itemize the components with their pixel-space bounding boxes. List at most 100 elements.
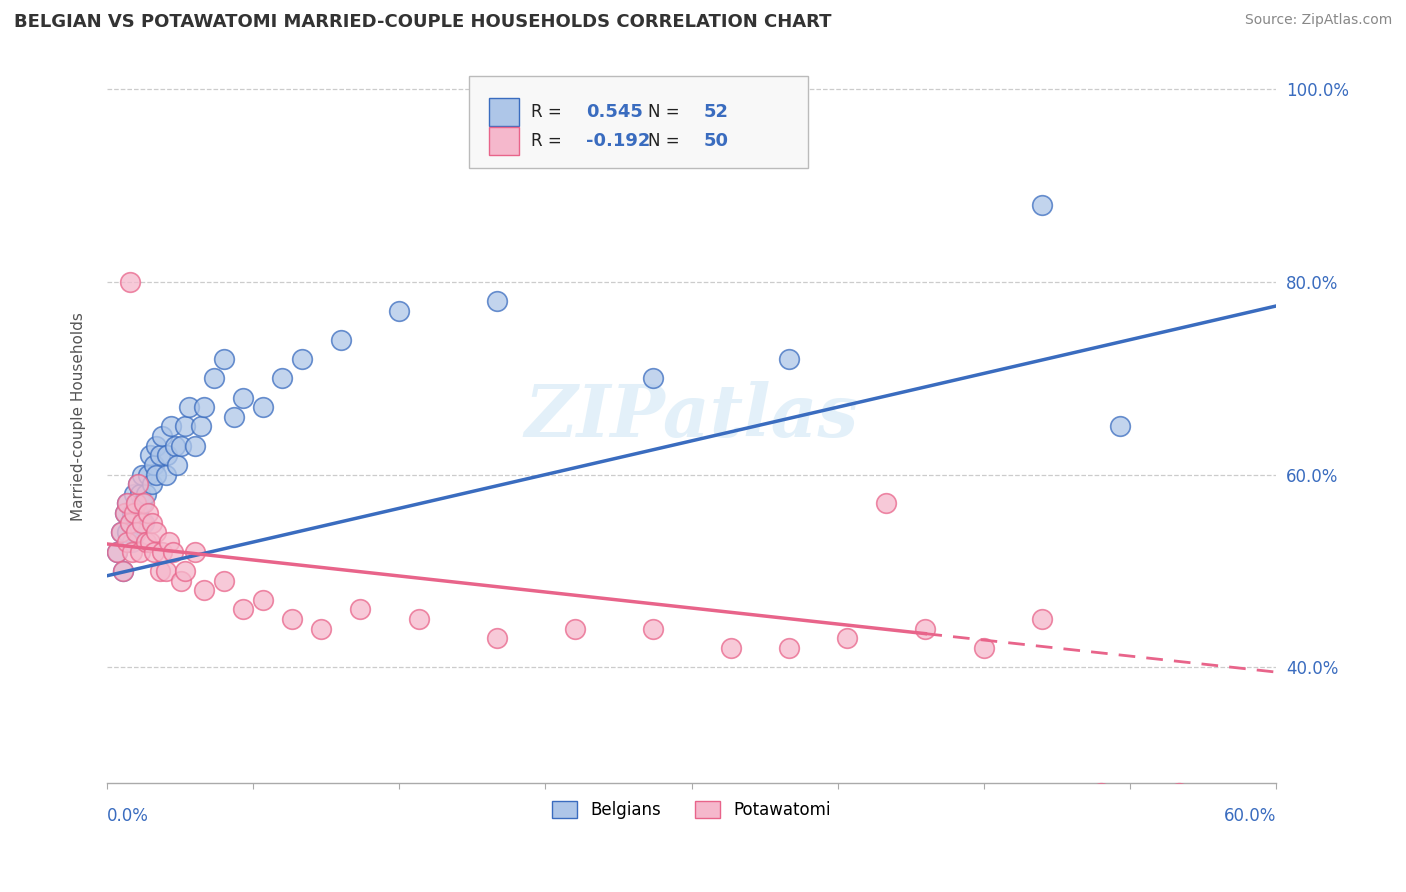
Point xyxy=(485,294,508,309)
Point xyxy=(232,602,254,616)
Text: R =: R = xyxy=(531,132,568,150)
Point xyxy=(114,506,136,520)
Point xyxy=(105,544,128,558)
Text: R =: R = xyxy=(531,103,568,121)
Point xyxy=(190,419,212,434)
Point xyxy=(136,506,159,520)
Point xyxy=(174,564,197,578)
Point xyxy=(222,409,245,424)
Point xyxy=(111,564,134,578)
Point xyxy=(131,516,153,530)
Point xyxy=(177,400,200,414)
Point xyxy=(174,419,197,434)
Point xyxy=(156,448,179,462)
Text: 52: 52 xyxy=(703,103,728,121)
Point xyxy=(564,622,586,636)
Point xyxy=(120,516,142,530)
Point xyxy=(1167,785,1189,799)
Text: Source: ZipAtlas.com: Source: ZipAtlas.com xyxy=(1244,13,1392,28)
Point xyxy=(311,622,333,636)
Point xyxy=(232,391,254,405)
Point xyxy=(125,525,148,540)
Point xyxy=(114,506,136,520)
Point xyxy=(1090,785,1112,799)
Text: 50: 50 xyxy=(703,132,728,150)
Point xyxy=(145,439,167,453)
Point xyxy=(778,640,800,655)
Point xyxy=(162,544,184,558)
Point xyxy=(120,275,142,289)
Point xyxy=(135,535,157,549)
Point xyxy=(115,535,138,549)
Point xyxy=(150,429,173,443)
Point xyxy=(135,487,157,501)
Point xyxy=(110,525,132,540)
Text: BELGIAN VS POTAWATOMI MARRIED-COUPLE HOUSEHOLDS CORRELATION CHART: BELGIAN VS POTAWATOMI MARRIED-COUPLE HOU… xyxy=(14,13,831,31)
Point xyxy=(105,544,128,558)
Text: ZIPatlas: ZIPatlas xyxy=(524,381,859,452)
Point xyxy=(127,477,149,491)
Point xyxy=(110,525,132,540)
Point xyxy=(193,400,215,414)
FancyBboxPatch shape xyxy=(470,77,808,168)
Point xyxy=(388,303,411,318)
Point xyxy=(129,544,152,558)
Point xyxy=(127,506,149,520)
Point xyxy=(125,496,148,510)
Point xyxy=(142,544,165,558)
Point xyxy=(160,419,183,434)
Point xyxy=(720,640,742,655)
Point xyxy=(121,535,143,549)
Point xyxy=(131,467,153,482)
Point xyxy=(166,458,188,472)
Point xyxy=(485,632,508,646)
Point xyxy=(155,564,177,578)
Point xyxy=(150,544,173,558)
Point xyxy=(125,496,148,510)
Point xyxy=(115,496,138,510)
Point xyxy=(155,467,177,482)
Point xyxy=(111,564,134,578)
Point xyxy=(1031,198,1053,212)
Point xyxy=(1109,419,1132,434)
Point xyxy=(184,544,207,558)
Point xyxy=(170,439,193,453)
Point xyxy=(252,400,274,414)
Point xyxy=(291,351,314,366)
Point xyxy=(281,612,304,626)
Point xyxy=(127,477,149,491)
Point xyxy=(193,583,215,598)
Point xyxy=(184,439,207,453)
Point xyxy=(131,496,153,510)
Point xyxy=(132,516,155,530)
Point xyxy=(145,467,167,482)
Point xyxy=(142,458,165,472)
Point xyxy=(139,448,162,462)
Point xyxy=(124,487,146,501)
Point xyxy=(157,535,180,549)
Point xyxy=(1031,612,1053,626)
Point xyxy=(875,496,897,510)
Point xyxy=(149,448,172,462)
FancyBboxPatch shape xyxy=(489,127,519,154)
Point xyxy=(252,592,274,607)
Point xyxy=(125,525,148,540)
Legend: Belgians, Potawatomi: Belgians, Potawatomi xyxy=(546,794,838,826)
Point xyxy=(141,477,163,491)
Point xyxy=(141,516,163,530)
FancyBboxPatch shape xyxy=(489,98,519,126)
Y-axis label: Married-couple Households: Married-couple Households xyxy=(72,312,86,521)
Point xyxy=(329,333,352,347)
Text: N =: N = xyxy=(648,103,685,121)
Point xyxy=(139,535,162,549)
Point xyxy=(641,371,664,385)
Point xyxy=(124,506,146,520)
Text: 0.0%: 0.0% xyxy=(107,807,149,825)
Point xyxy=(170,574,193,588)
Point xyxy=(212,574,235,588)
Point xyxy=(641,622,664,636)
Text: 0.545: 0.545 xyxy=(586,103,644,121)
Point xyxy=(120,516,142,530)
Point xyxy=(121,506,143,520)
Point xyxy=(136,467,159,482)
